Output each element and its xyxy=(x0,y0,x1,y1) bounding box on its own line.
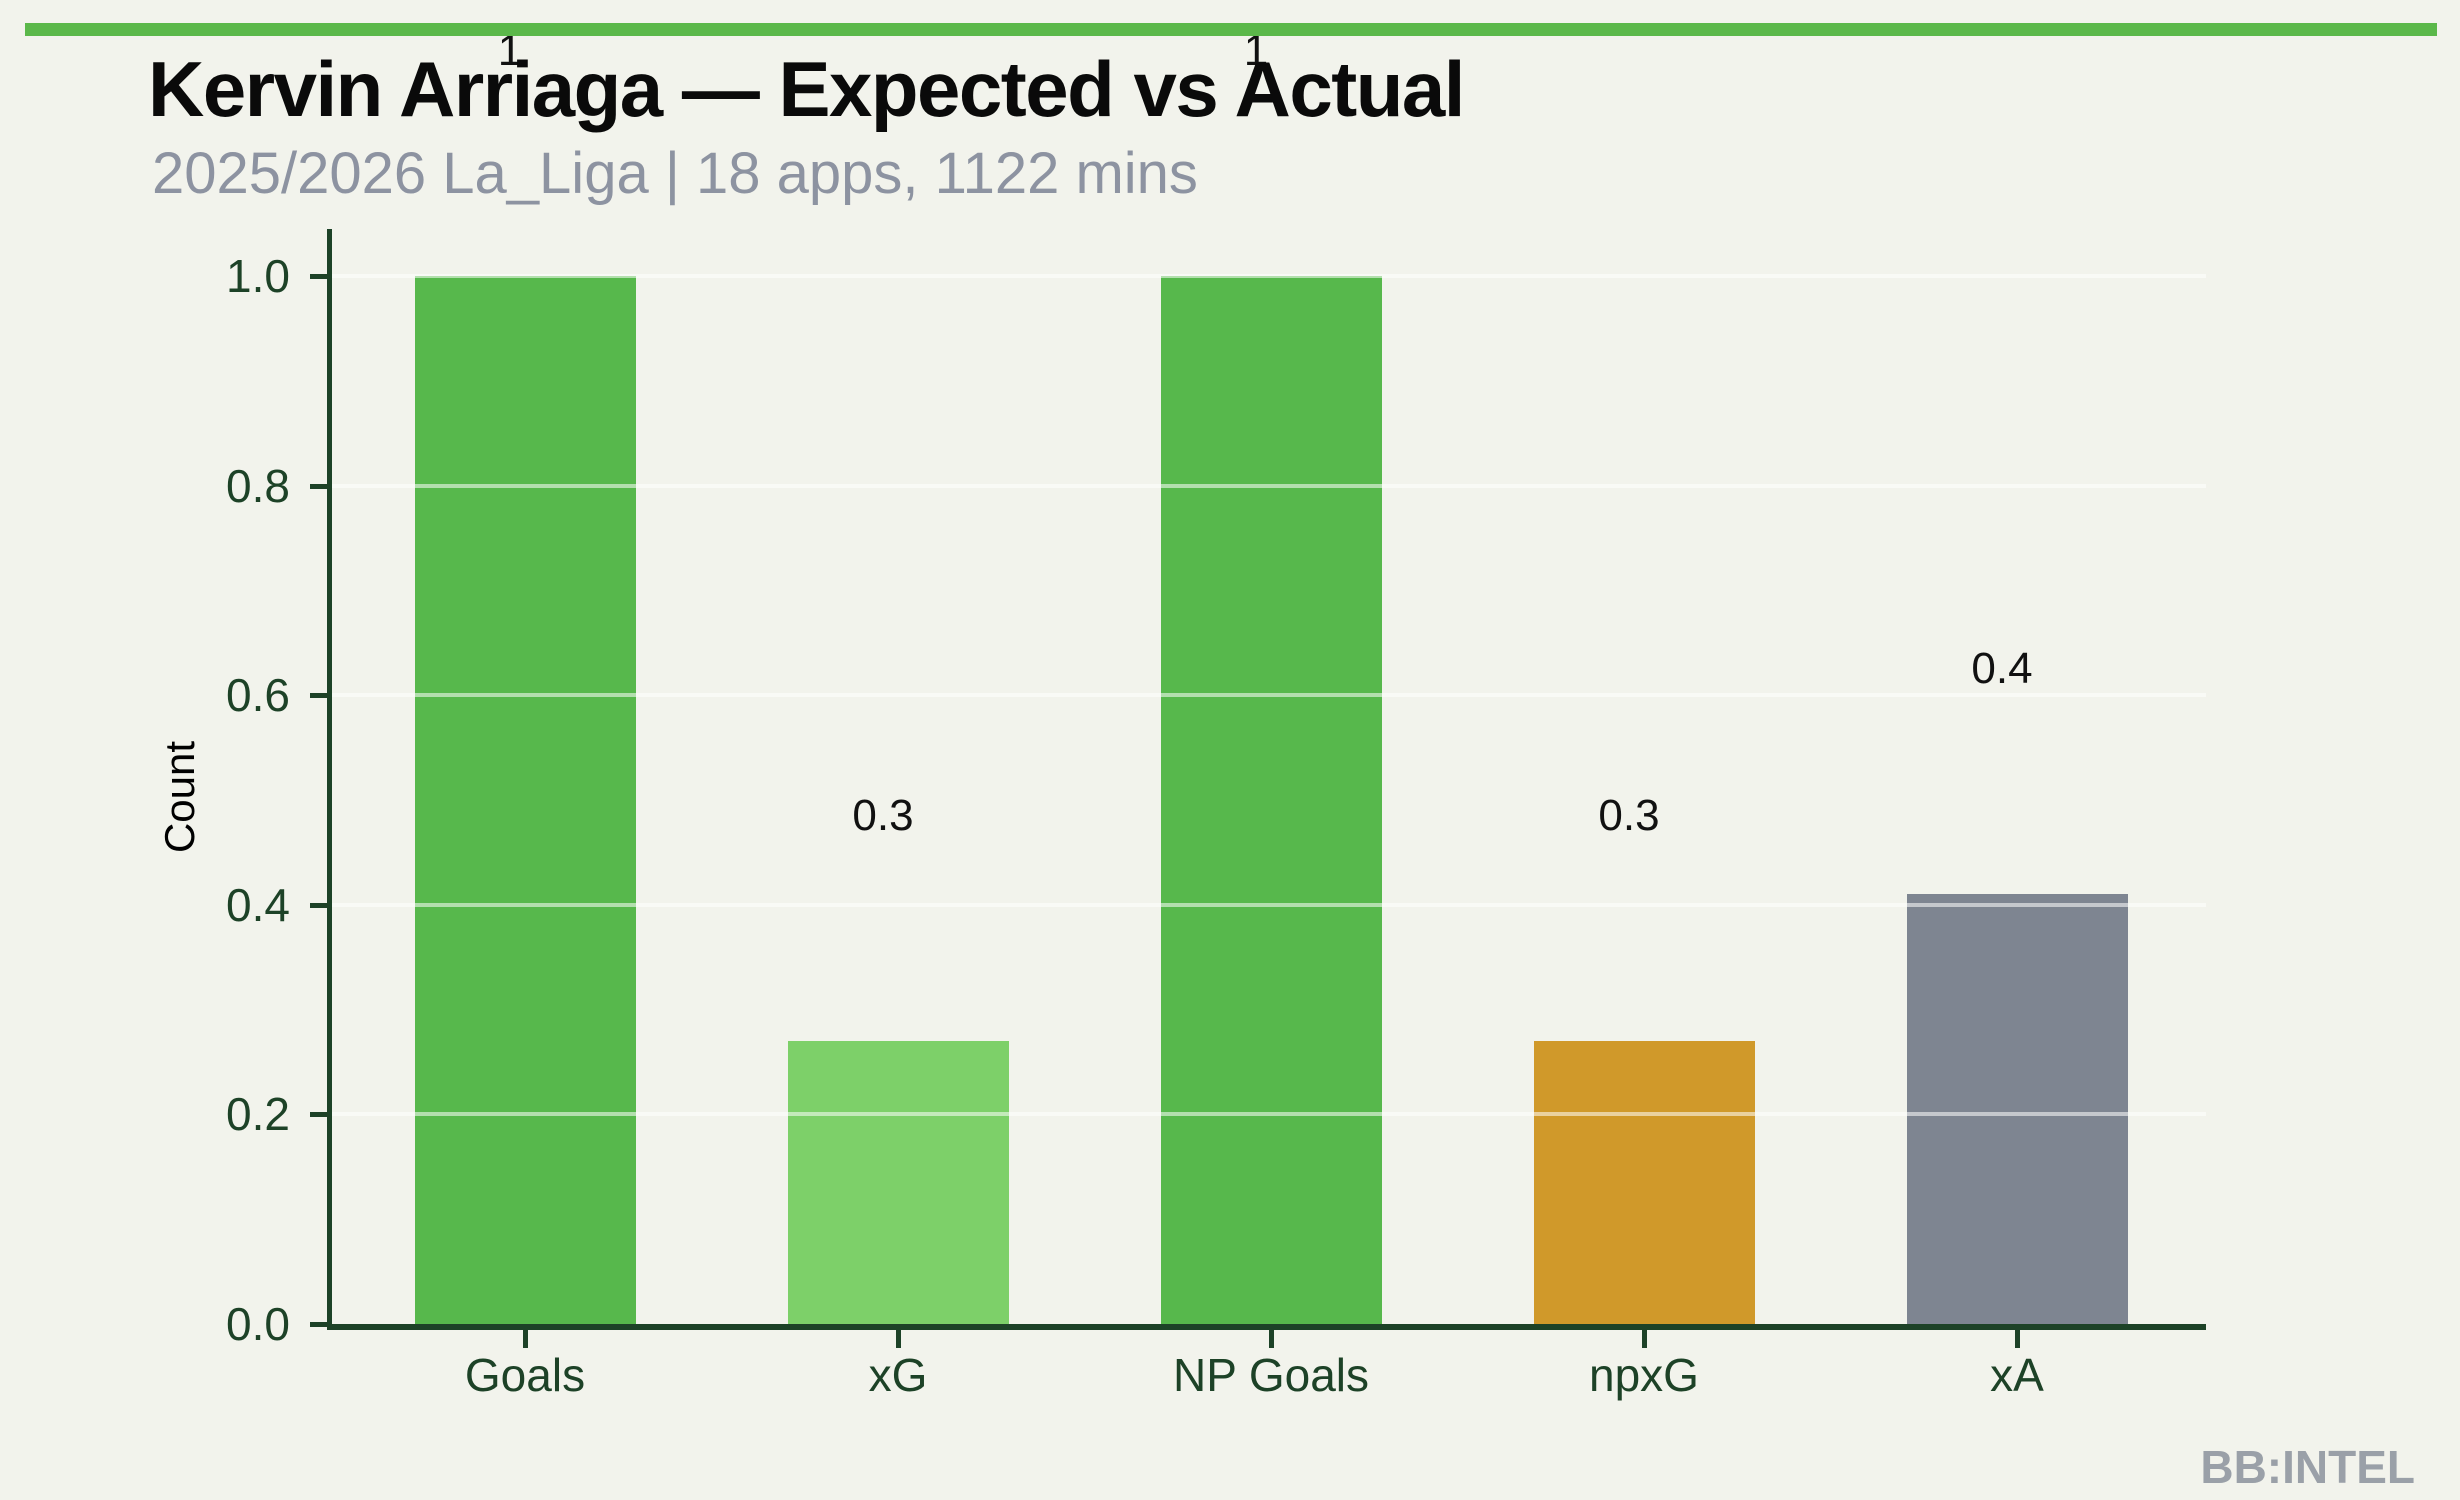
y-tick-0.6 xyxy=(310,693,330,699)
y-tick-label-0.0: 0.0 xyxy=(226,1298,290,1350)
chart-subtitle: 2025/2026 La_Liga | 18 apps, 1122 mins xyxy=(152,141,1198,206)
x-tick-np-goals xyxy=(1269,1328,1274,1348)
y-tick-0.0 xyxy=(310,1322,330,1327)
y-tick-label-0.8: 0.8 xyxy=(226,459,290,512)
bar-goals xyxy=(414,276,636,1324)
value-label-xg: 0.3 xyxy=(852,791,914,840)
bar-xa xyxy=(1906,894,2128,1324)
x-tick-xg xyxy=(896,1328,901,1348)
value-label-npxg: 0.3 xyxy=(1598,791,1660,840)
bar-xg xyxy=(787,1041,1009,1324)
value-label-xa: 0.4 xyxy=(1971,644,2033,693)
y-tick-label-0.2: 0.2 xyxy=(226,1088,290,1141)
y-axis-line xyxy=(327,229,332,1330)
gridline-0.6 xyxy=(332,693,2206,698)
brand-watermark: BB:INTEL xyxy=(2200,1441,2415,1493)
y-tick-0.8 xyxy=(310,483,330,489)
gridline-0.2 xyxy=(332,1112,2206,1117)
x-tick-xa xyxy=(2015,1328,2020,1348)
y-tick-1.0 xyxy=(310,274,330,279)
x-axis-label-np-goals: NP Goals xyxy=(1172,1349,1370,1401)
x-tick-npxg xyxy=(1642,1328,1647,1348)
y-tick-0.4 xyxy=(310,902,330,908)
x-axis-line xyxy=(327,1324,2206,1330)
bar-np-goals xyxy=(1160,276,1382,1324)
x-axis-label-xg: xG xyxy=(868,1349,928,1401)
x-axis-label-goals: Goals xyxy=(464,1349,586,1401)
x-axis-label-npxg: npxG xyxy=(1589,1349,1699,1401)
gridline-1.0 xyxy=(332,274,2206,278)
chart-title: Kervin Arriaga — Expected vs Actual xyxy=(148,45,1465,133)
y-tick-label-1.0: 1.0 xyxy=(226,250,290,302)
x-axis-label-xa: xA xyxy=(1990,1349,2044,1401)
x-tick-goals xyxy=(523,1328,528,1348)
y-tick-label-0.6: 0.6 xyxy=(226,669,290,722)
y-tick-label-0.4: 0.4 xyxy=(226,878,290,931)
y-axis-title: Count xyxy=(156,740,203,854)
header-accent-bar xyxy=(25,23,2437,36)
gridline-0.4 xyxy=(332,902,2206,907)
bar-npxg xyxy=(1533,1041,1755,1324)
gridline-0.8 xyxy=(332,483,2206,488)
y-tick-0.2 xyxy=(310,1112,330,1118)
